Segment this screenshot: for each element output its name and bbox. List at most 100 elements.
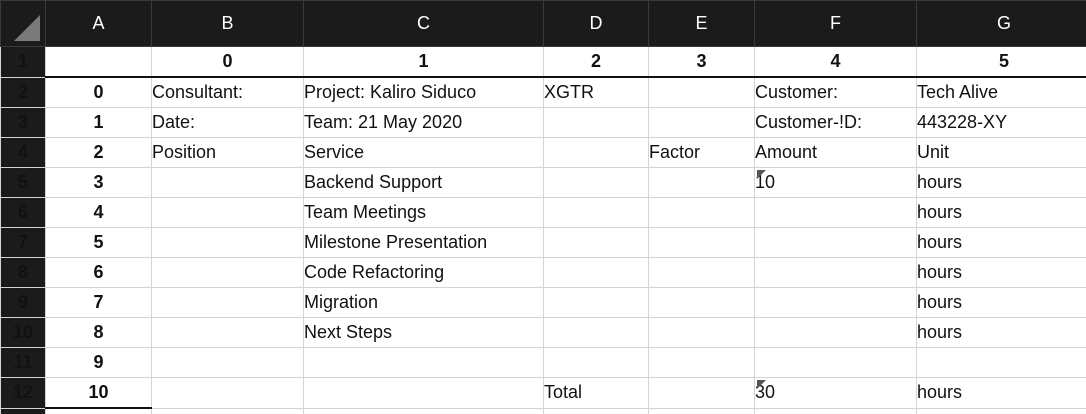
cell-e4[interactable]: Factor [648,137,755,168]
column-header-a[interactable]: A [45,0,152,47]
cell-b1[interactable]: 0 [151,46,304,78]
cell-f7[interactable] [754,227,917,258]
cell-d4[interactable] [543,137,649,168]
row-header-6[interactable]: 6 [0,197,46,228]
cell-d1[interactable]: 2 [543,46,649,78]
cell-d3[interactable] [543,107,649,138]
cell-g7[interactable]: hours [916,227,1086,258]
cell-e5[interactable] [648,167,755,198]
cell-g2[interactable]: Tech Alive [916,76,1086,108]
cell-a12[interactable]: 10 [45,377,152,409]
cell-b2[interactable]: Consultant: [151,76,304,108]
cell-g4[interactable]: Unit [916,137,1086,168]
cell-b10[interactable] [151,317,304,348]
cell-c3[interactable]: Team: 21 May 2020 [303,107,544,138]
cell-c5[interactable]: Backend Support [303,167,544,198]
cell-b9[interactable] [151,287,304,318]
column-header-g[interactable]: G [916,0,1086,47]
cell-b11[interactable] [151,347,304,378]
cell-f9[interactable] [754,287,917,318]
cell-a1[interactable] [45,46,152,78]
cell-c9[interactable]: Migration [303,287,544,318]
cell-a2[interactable]: 0 [45,76,152,108]
row-header-7[interactable]: 7 [0,227,46,258]
cell-a5[interactable]: 3 [45,167,152,198]
cell-d9[interactable] [543,287,649,318]
row-header-1[interactable]: 1 [0,46,46,78]
cell-f8[interactable] [754,257,917,288]
cell-a13[interactable] [45,407,152,414]
cell-b3[interactable]: Date: [151,107,304,138]
row-header-13[interactable]: 13 [0,407,46,414]
cell-e7[interactable] [648,227,755,258]
cell-c6[interactable]: Team Meetings [303,197,544,228]
cell-g9[interactable]: hours [916,287,1086,318]
cell-e1[interactable]: 3 [648,46,755,78]
cell-c1[interactable]: 1 [303,46,544,78]
cell-c12[interactable] [303,377,544,409]
cell-b4[interactable]: Position [151,137,304,168]
cell-f2[interactable]: Customer: [754,76,917,108]
cell-e11[interactable] [648,347,755,378]
row-header-10[interactable]: 10 [0,317,46,348]
cell-g8[interactable]: hours [916,257,1086,288]
cell-g5[interactable]: hours [916,167,1086,198]
cell-d2[interactable]: XGTR [543,76,649,108]
cell-g11[interactable] [916,347,1086,378]
row-header-8[interactable]: 8 [0,257,46,288]
cell-g1[interactable]: 5 [916,46,1086,78]
cell-e13[interactable] [648,407,755,414]
cell-e9[interactable] [648,287,755,318]
cell-d6[interactable] [543,197,649,228]
cell-c8[interactable]: Code Refactoring [303,257,544,288]
cell-g12[interactable]: hours [916,377,1086,409]
cell-d10[interactable] [543,317,649,348]
cell-f11[interactable] [754,347,917,378]
row-header-2[interactable]: 2 [0,76,46,108]
cell-a11[interactable]: 9 [45,347,152,378]
cell-e10[interactable] [648,317,755,348]
select-all-corner[interactable] [0,0,46,47]
cell-a9[interactable]: 7 [45,287,152,318]
cell-a3[interactable]: 1 [45,107,152,138]
cell-a6[interactable]: 4 [45,197,152,228]
cell-a10[interactable]: 8 [45,317,152,348]
row-header-3[interactable]: 3 [0,107,46,138]
cell-a8[interactable]: 6 [45,257,152,288]
cell-f12[interactable]: 30 [754,377,917,409]
column-header-c[interactable]: C [303,0,544,47]
cell-b6[interactable] [151,197,304,228]
cell-g10[interactable]: hours [916,317,1086,348]
cell-e8[interactable] [648,257,755,288]
column-header-d[interactable]: D [543,0,649,47]
cell-e2[interactable] [648,76,755,108]
cell-a7[interactable]: 5 [45,227,152,258]
row-header-11[interactable]: 11 [0,347,46,378]
cell-f1[interactable]: 4 [754,46,917,78]
cell-e12[interactable] [648,377,755,409]
column-header-b[interactable]: B [151,0,304,47]
cell-c11[interactable] [303,347,544,378]
cell-f6[interactable] [754,197,917,228]
row-header-12[interactable]: 12 [0,377,46,409]
cell-d11[interactable] [543,347,649,378]
cell-d7[interactable] [543,227,649,258]
row-header-9[interactable]: 9 [0,287,46,318]
cell-a4[interactable]: 2 [45,137,152,168]
cell-d12[interactable]: Total [543,377,649,409]
cell-f5[interactable]: 10 [754,167,917,198]
cell-d8[interactable] [543,257,649,288]
cell-f3[interactable]: Customer-!D: [754,107,917,138]
cell-g6[interactable]: hours [916,197,1086,228]
cell-e3[interactable] [648,107,755,138]
cell-e6[interactable] [648,197,755,228]
cell-c10[interactable]: Next Steps [303,317,544,348]
cell-b8[interactable] [151,257,304,288]
cell-f13[interactable] [754,407,917,414]
cell-d5[interactable] [543,167,649,198]
column-header-f[interactable]: F [754,0,917,47]
cell-g3[interactable]: 443228-XY [916,107,1086,138]
cell-b12[interactable] [151,377,304,409]
cell-b7[interactable] [151,227,304,258]
column-header-e[interactable]: E [648,0,755,47]
